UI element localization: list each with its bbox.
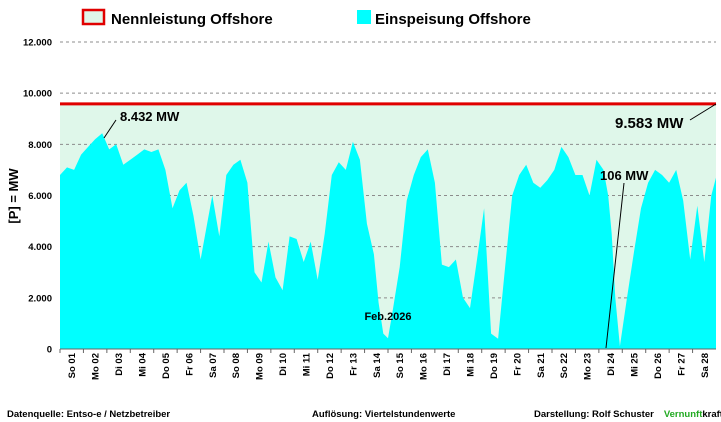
x-tick-label: Mi 25 [630, 352, 641, 376]
legend: Nennleistung Offshore Einspeisung Offsho… [81, 8, 531, 28]
x-tick-label: Mi 04 [138, 352, 149, 376]
legend-label-einspeisung: Einspeisung Offshore [375, 11, 531, 28]
x-tick-label: Sa 14 [372, 352, 383, 378]
legend-swatch-nennleistung [81, 8, 106, 26]
einspeisung-area [60, 133, 716, 349]
y-tick-label: 8.000 [28, 140, 52, 151]
x-tick-label: Fr 27 [676, 353, 687, 376]
annotation-min-leader [605, 182, 625, 349]
y-axis-title: [P] = MW [6, 168, 21, 224]
x-tick-label: So 15 [395, 352, 406, 378]
x-tick-label: Di 03 [114, 353, 125, 376]
footer: Datenquelle: Entso-e / Netzbetreiber Auf… [7, 409, 721, 420]
x-tick-label: Do 19 [489, 353, 500, 379]
footer-brand-vernunft: Vernunft [664, 409, 703, 420]
footer-author-name: Darstellung: Rolf Schuster [534, 409, 654, 420]
y-tick-label: 4.000 [28, 242, 52, 253]
y-tick-label: 10.000 [23, 89, 52, 100]
footer-author: Darstellung: Rolf Schuster Vernunftkraft [534, 409, 721, 420]
annotation-min-label: 106 MW [600, 168, 649, 183]
x-tick-label: Fr 13 [348, 353, 359, 376]
x-axis: So 01 Mo 02 Di 03 Mi 04 Do 05 Fr 06 Sa 07 So 08… [59, 349, 711, 380]
x-tick-label: Mo 23 [583, 353, 594, 380]
annotation-max-leader [103, 119, 117, 139]
legend-label-nennleistung: Nennleistung Offshore [111, 11, 273, 28]
x-tick-label: Fr 20 [512, 353, 523, 376]
x-tick-label: Sa 07 [208, 353, 219, 378]
x-tick-label: Mo 09 [255, 353, 266, 380]
footer-resolution: Auflösung: Viertelstundenwerte [312, 409, 455, 420]
x-tick-label: So 01 [67, 352, 78, 378]
x-tick-label: So 22 [559, 353, 570, 378]
x-tick-label: Do 12 [325, 353, 336, 379]
x-tick-label: Do 26 [653, 353, 664, 379]
x-tick-label: Mi 11 [302, 352, 313, 376]
annotation-capacity-leader [689, 103, 717, 121]
y-tick-label: 6.000 [28, 191, 52, 202]
footer-brand-kraft: kraft [702, 409, 721, 420]
x-tick-label: Do 05 [161, 352, 172, 379]
legend-swatch-einspeisung [357, 10, 371, 24]
x-tick-label: Sa 28 [700, 353, 711, 378]
annotation-capacity-label: 9.583 MW [615, 115, 684, 132]
annotation-max-label: 8.432 MW [120, 109, 180, 124]
y-tick-label: 0 [47, 345, 52, 356]
x-tick-label: Mo 16 [419, 353, 430, 380]
y-tick-label: 2.000 [28, 293, 52, 304]
y-tick-label: 12.000 [23, 38, 52, 49]
x-tick-label: Fr 06 [184, 353, 195, 376]
x-tick-label: Sa 21 [536, 352, 547, 378]
x-tick-label: Di 17 [442, 353, 453, 376]
x-axis-title: Feb.2026 [364, 311, 411, 323]
x-tick-label: Mi 18 [466, 353, 477, 377]
footer-source: Datenquelle: Entso-e / Netzbetreiber [7, 409, 170, 420]
x-tick-label: So 08 [231, 353, 242, 378]
x-tick-label: Di 10 [278, 353, 289, 376]
x-tick-label: Di 24 [606, 352, 617, 375]
y-axis: 0 2.000 4.000 6.000 8.000 10.000 12.000 [23, 38, 52, 356]
x-tick-label: Mo 02 [91, 353, 102, 380]
